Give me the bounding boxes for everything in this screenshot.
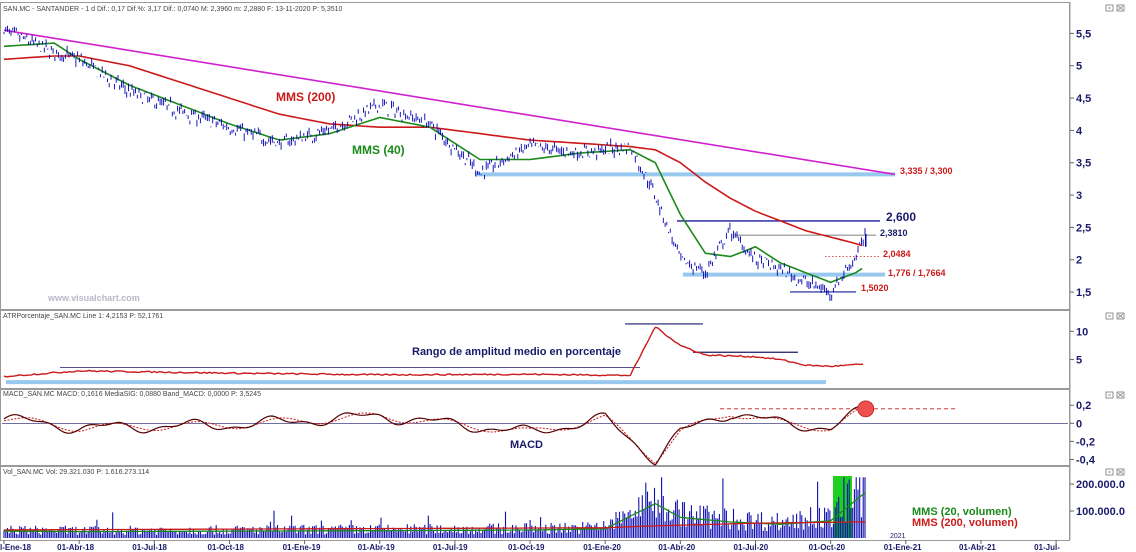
x-axis-tick-label: 01-Oct-19 — [508, 543, 545, 552]
price-plot — [3, 25, 896, 301]
mms200-line — [3, 55, 863, 247]
collapse-icon[interactable] — [1105, 312, 1114, 320]
atr-y-tick-label: 5 — [1076, 355, 1082, 367]
macd-highlight-circle — [857, 400, 875, 418]
close-icon[interactable] — [1116, 468, 1125, 476]
volume-bars — [3, 477, 866, 538]
macd-y-tick-label: 0,2 — [1076, 400, 1091, 412]
x-axis-tick-label: 01-Jul-20 — [734, 543, 769, 552]
level-2048-label: 2,0484 — [883, 249, 911, 259]
level-2600-label: 2,600 — [886, 210, 916, 224]
collapse-icon[interactable] — [1105, 4, 1114, 12]
x-axis-tick-label: 01-Ene-19 — [283, 543, 321, 552]
x-axis-tick-label: 01-Jul-18 — [132, 543, 167, 552]
vol-mms200-label: MMS (200, volumen) — [912, 517, 1018, 529]
price-y-tick-label: 5 — [1076, 61, 1082, 73]
x-axis-tick-label: 01-Oct-20 — [809, 543, 846, 552]
price-y-tick-label: 5,5 — [1076, 28, 1091, 40]
macd-y-tick-label: 0 — [1076, 418, 1082, 430]
mms40-line — [3, 42, 863, 284]
level-1776-label: 1,776 / 1,7664 — [888, 268, 946, 278]
price-y-tick-label: 2 — [1076, 255, 1082, 267]
close-icon[interactable] — [1116, 312, 1125, 320]
mms40-label: MMS (40) — [352, 143, 405, 157]
price-panel-frame — [0, 2, 1070, 310]
macd-signal-line — [3, 405, 864, 465]
x-axis-tick-label: 01-Abr-19 — [358, 543, 395, 552]
close-icon[interactable] — [1116, 4, 1125, 12]
x-axis-tick-label: l-Ene-18 — [0, 543, 32, 552]
year-marker: 2021 — [890, 533, 906, 540]
macd-plot — [2, 400, 1068, 466]
x-axis-tick-label: 01-Jul-19 — [433, 543, 468, 552]
axes: 5,5 5 4,5 4 3,5 3 2,5 2 1,5 10 5 0,2 0 -0,2 -0,4 200.00… — [0, 28, 1125, 552]
x-axis-tick-label: 01-Oct-18 — [207, 543, 244, 552]
collapse-icon[interactable] — [1105, 391, 1114, 399]
price-bars — [3, 25, 866, 301]
x-axis-tick-label: 01-Abr-18 — [57, 543, 94, 552]
mms200-label: MMS (200) — [276, 90, 335, 104]
price-y-tick-label: 4 — [1076, 125, 1083, 137]
volume-mms200-line — [4, 521, 866, 531]
volume-mms20-line — [3, 491, 867, 533]
x-axis-tick-label: 01-Jul- — [1034, 543, 1060, 552]
resistance-3335-label: 3,335 / 3,300 — [900, 166, 953, 176]
x-axis-tick-label: 01-Ene-21 — [884, 543, 922, 552]
price-y-tick-label: 3 — [1076, 190, 1082, 202]
resistance-trendline — [3, 29, 896, 176]
x-axis-tick-label: 01-Abr-21 — [959, 543, 996, 552]
atr-plot — [3, 323, 864, 385]
atr-panel-header: ATRPorcentaje_SAN.MC Line 1: 4,2153 P: 5… — [3, 313, 163, 320]
volume-y-tick-label: 200.000.0 — [1076, 479, 1125, 491]
macd-y-tick-label: -0,4 — [1076, 454, 1096, 466]
x-axis-tick-label: 01-Ene-20 — [583, 543, 621, 552]
price-y-tick-label: 2,5 — [1076, 222, 1091, 234]
volume-plot — [3, 476, 867, 538]
macd-panel-header: MACD_SAN.MC MACD: 0,1616 MediaSIG: 0,088… — [3, 391, 261, 398]
panel-corner-icons — [1105, 4, 1125, 476]
x-axis-tick-label: 01-Abr-20 — [658, 543, 695, 552]
macd-title-label: MACD — [510, 439, 543, 451]
vol-mms20-label: MMS (20, volumen) — [912, 506, 1012, 518]
price-y-tick-label: 4,5 — [1076, 93, 1091, 105]
close-icon[interactable] — [1116, 391, 1125, 399]
atr-title-label: Rango de amplitud medio en porcentaje — [412, 346, 621, 358]
price-panel-header: SAN.MC - SANTANDER - 1 d Dif.: 0,17 Dif.… — [3, 6, 343, 13]
level-2381-label: 2,3810 — [880, 228, 908, 238]
atr-y-tick-label: 10 — [1076, 326, 1088, 338]
price-y-tick-label: 3,5 — [1076, 158, 1091, 170]
atr-line — [3, 326, 864, 378]
macd-y-tick-label: -0,2 — [1076, 436, 1095, 448]
volume-panel-header: Vol_SAN.MC Vol: 29.321.030 P: 1.616.273.… — [3, 469, 149, 476]
watermark-text: www.visualchart.com — [47, 293, 140, 303]
macd-line — [3, 405, 864, 466]
collapse-icon[interactable] — [1105, 468, 1114, 476]
price-y-tick-label: 1,5 — [1076, 287, 1091, 299]
level-1502-label: 1,5020 — [861, 283, 889, 293]
volume-y-tick-label: 100.000.0 — [1076, 506, 1125, 518]
